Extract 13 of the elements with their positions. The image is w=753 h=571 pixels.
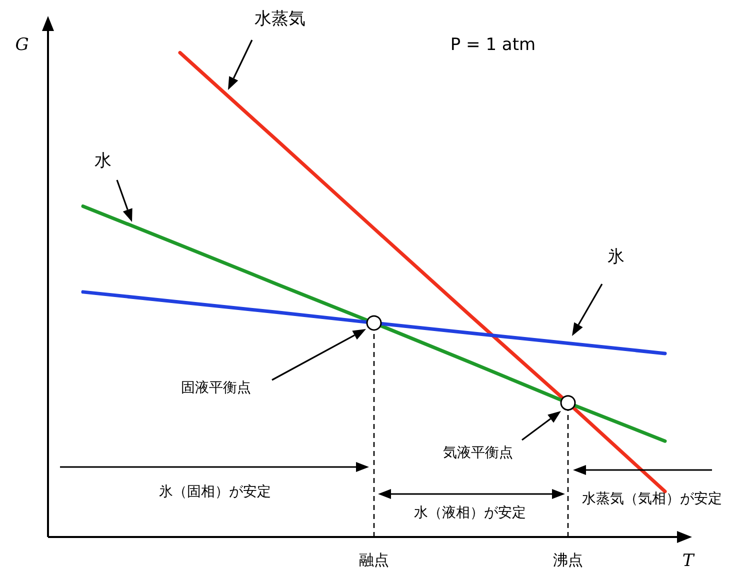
annotation: 氷（固相）が安定 [159, 484, 271, 500]
text: 水 [94, 151, 112, 171]
x-tick-label: 融点 [359, 551, 389, 569]
text: 水蒸気 [254, 9, 306, 29]
x-axis-title: T [682, 551, 696, 571]
annotation: 気液平衡点 [443, 445, 513, 461]
annotation: 固液平衡点 [181, 380, 251, 396]
text: 氷 [608, 247, 624, 267]
y-axis-title: G [15, 35, 29, 55]
annotation: 水（液相）が安定 [414, 505, 526, 521]
annotation: P = 1 atm [450, 35, 536, 55]
annotation: 水蒸気（気相）が安定 [582, 491, 722, 507]
x-tick-label: 沸点 [553, 551, 583, 569]
